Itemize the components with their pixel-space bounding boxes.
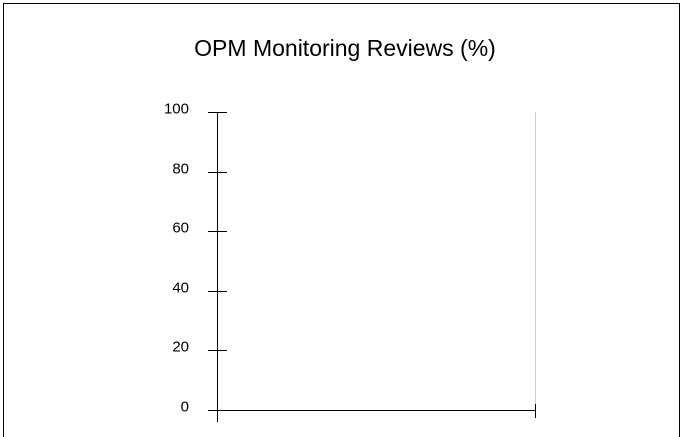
y-tick-label: 60 (172, 219, 189, 236)
chart-frame (3, 3, 680, 437)
y-tick-label: 20 (172, 338, 189, 355)
y-tick-label: 100 (164, 100, 189, 117)
y-tick-label: 80 (172, 160, 189, 177)
y-tick-label: 40 (172, 279, 189, 296)
chart-title: OPM Monitoring Reviews (%) (194, 35, 496, 61)
y-tick-label: 0 (181, 398, 189, 415)
